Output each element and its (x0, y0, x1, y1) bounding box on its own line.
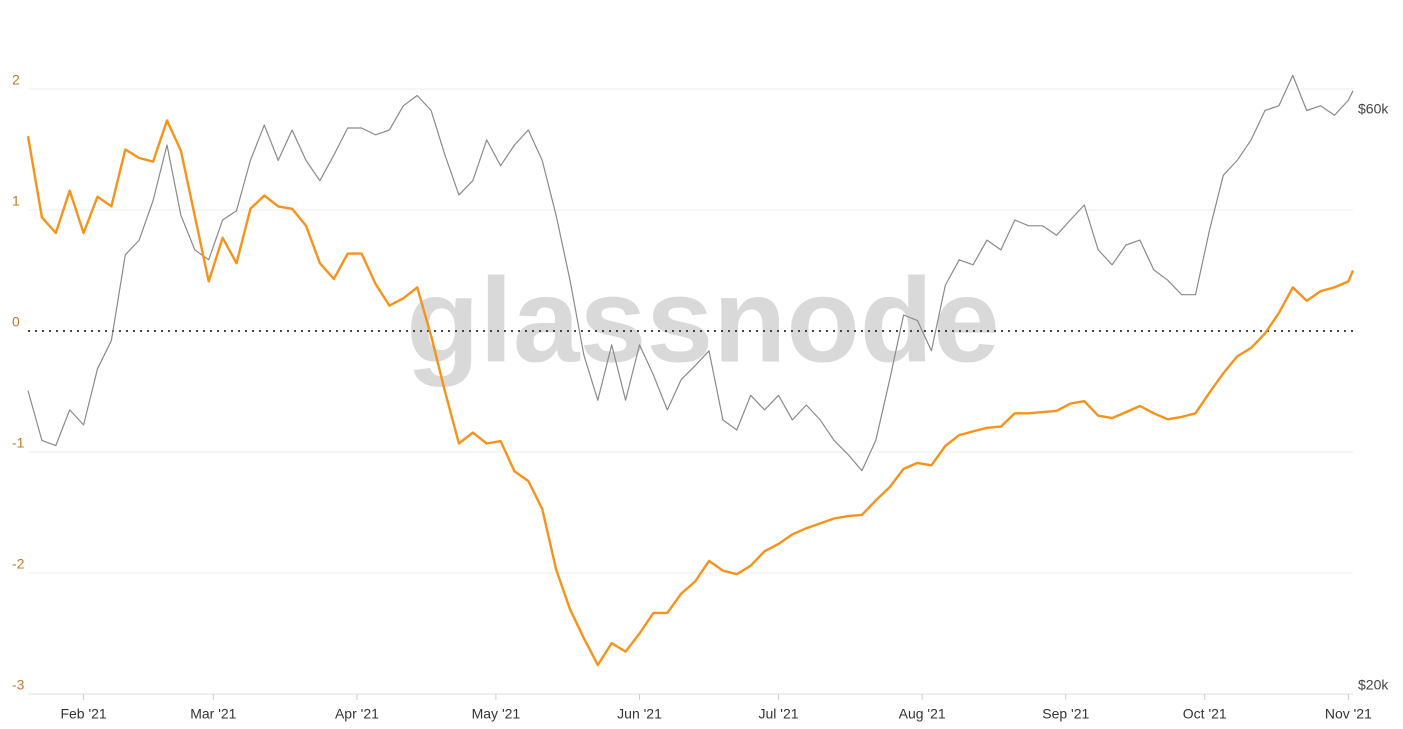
x-tick-label: Jul '21 (759, 706, 799, 722)
y-tick-label: -1 (12, 435, 25, 451)
x-tick-label: Apr '21 (335, 706, 379, 722)
watermark: glassnode (406, 254, 1000, 388)
x-tick-label: Aug '21 (899, 706, 946, 722)
y2-tick-label: $20k (1358, 677, 1389, 693)
x-tick-label: Feb '21 (60, 706, 106, 722)
y-tick-label: 0 (12, 314, 20, 330)
x-tick-label: May '21 (472, 706, 521, 722)
x-tick-label: Sep '21 (1042, 706, 1089, 722)
series-line (27, 74, 1354, 472)
x-tick-label: Mar '21 (190, 706, 236, 722)
x-tick-label: Jun '21 (617, 706, 662, 722)
x-tick-label: Oct '21 (1183, 706, 1227, 722)
y2-tick-label: $60k (1358, 101, 1389, 117)
x-tick-label: Nov '21 (1325, 706, 1372, 722)
y-tick-label: -2 (12, 556, 25, 572)
y-tick-label: 2 (12, 72, 20, 88)
y-tick-label: -3 (12, 677, 25, 693)
y-tick-label: 1 (12, 193, 20, 209)
series-line (26, 119, 1355, 667)
